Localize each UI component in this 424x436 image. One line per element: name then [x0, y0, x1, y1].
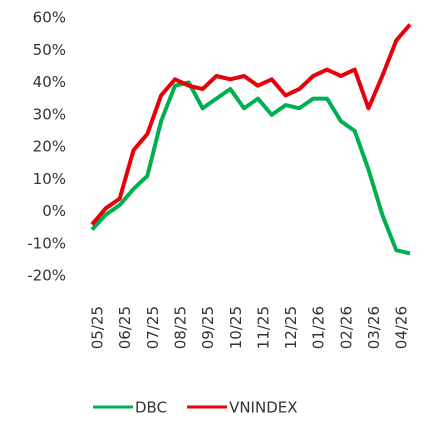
y-tick-label: 50% — [33, 41, 66, 59]
y-tick-label: -20% — [27, 267, 66, 285]
y-tick-label: 10% — [33, 170, 66, 188]
x-tick-label: 10/25 — [227, 306, 245, 349]
series-line — [90, 80, 411, 256]
y-tick-label: 20% — [33, 138, 66, 156]
x-tick-label: 04/26 — [393, 306, 411, 349]
x-tick-label: 06/25 — [116, 306, 134, 349]
x-tick-label: 03/26 — [365, 306, 383, 349]
y-tick-label: 40% — [33, 73, 66, 91]
x-tick-label: 02/26 — [337, 306, 355, 349]
x-tick-label: 08/25 — [171, 306, 189, 349]
series-line — [90, 23, 412, 226]
y-tick-label: 0% — [42, 202, 66, 220]
x-tick-label: 07/25 — [144, 306, 162, 349]
y-tick-label: 60% — [33, 9, 66, 27]
x-tick-label: 12/25 — [282, 306, 300, 349]
x-tick-label: 09/25 — [199, 306, 217, 349]
legend-label: DBC — [135, 399, 167, 417]
legend-label: VNINDEX — [229, 399, 297, 417]
y-tick-label: 30% — [33, 105, 66, 123]
x-tick-label: 11/25 — [254, 306, 272, 349]
y-tick-label: -10% — [27, 234, 66, 252]
x-tick-label: 05/25 — [89, 306, 107, 349]
x-tick-label: 01/26 — [310, 306, 328, 349]
